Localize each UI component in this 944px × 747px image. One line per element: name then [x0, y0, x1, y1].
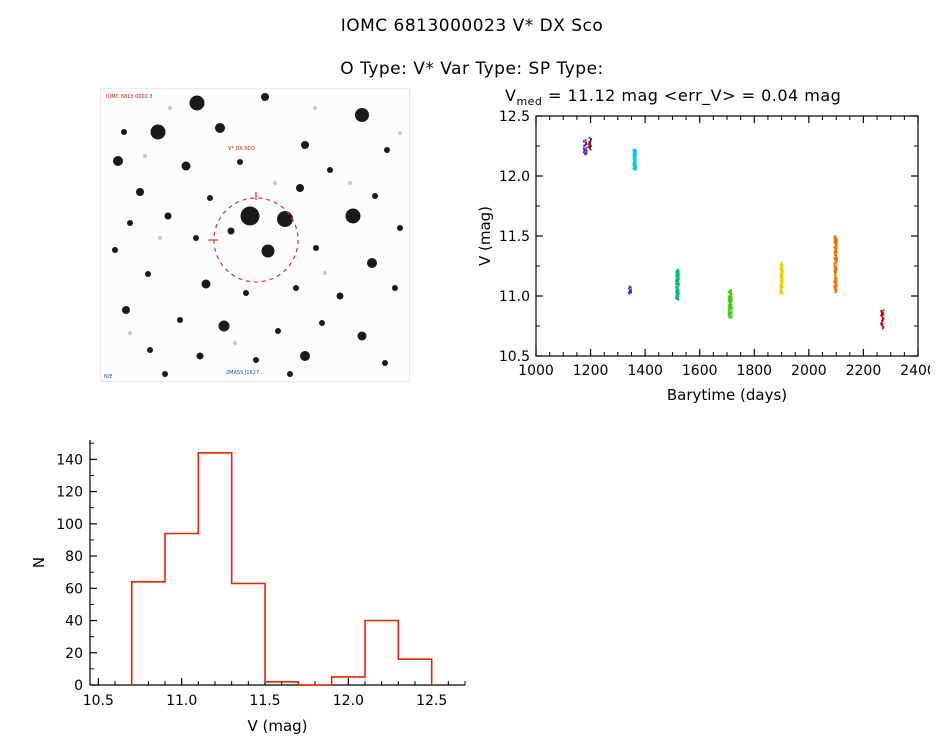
- hist-y-axis-label: N: [30, 557, 48, 568]
- finder-label-topleft: IOMC 6813 0002 3: [106, 94, 153, 100]
- lc-point-group: [627, 285, 633, 295]
- histogram-outline: [130, 452, 433, 686]
- finder-chart-image: IOMC 6813 0002 3 V* DX SCO N/E 2MASS J16…: [100, 88, 410, 382]
- lc-point-group: [582, 139, 588, 156]
- lc-point-group: [587, 136, 592, 151]
- hist-x-axis-label: V (mag): [247, 717, 307, 735]
- lc-x-axis-label: Barytime (days): [667, 386, 787, 404]
- lc-xtick: 1200: [573, 363, 609, 379]
- vmed-line: Vmed = 11.12 mag <err_V> = 0.04 mag: [505, 86, 944, 108]
- hist-ytick: 0: [74, 678, 83, 694]
- lc-ytick: 12.0: [499, 169, 530, 185]
- lc-point-group: [632, 148, 638, 171]
- hist-ytick: 140: [56, 452, 83, 468]
- light-curve-panel: 1000 1200 1400 1600 1800 2000 2200 2400 10.5 11.0…: [470, 100, 936, 410]
- lc-ytick: 12.5: [499, 109, 530, 125]
- histogram-svg: 10.5 11.0 11.5 12.0 12.5 0 20 40 60 80 100 120 140 V…: [30, 440, 466, 735]
- vmed-rest: = 11.12 mag <err_V> = 0.04 mag: [542, 86, 842, 105]
- faint-stars: [128, 106, 402, 345]
- lc-xtick: 1800: [736, 363, 772, 379]
- star-field: [112, 93, 403, 377]
- hist-ytick: 40: [65, 614, 83, 630]
- vmed-subscript: med: [516, 95, 543, 109]
- hist-xtick: 11.5: [249, 693, 280, 709]
- lc-point-group: [779, 261, 784, 295]
- hist-ytick: 100: [56, 517, 83, 533]
- lc-y-axis-label: V (mag): [476, 206, 494, 266]
- light-curve-svg: 1000 1200 1400 1600 1800 2000 2200 2400 10.5 11.0…: [476, 109, 936, 404]
- object-types-line: O Type: V* Var Type: SP Type:: [340, 59, 604, 79]
- finder-label-bottomcenter: 2MASS J1627...: [226, 370, 264, 376]
- vmed-prefix: V: [505, 86, 517, 105]
- lc-ytick: 11.0: [499, 289, 530, 305]
- lc-xtick: 2400: [900, 363, 930, 379]
- finder-label-star: V* DX SCO: [228, 146, 255, 152]
- lc-ytick: 11.5: [499, 229, 530, 245]
- lc-xtick: 2000: [791, 363, 827, 379]
- page-title: IOMC 6813000023 V* DX Sco: [340, 16, 604, 36]
- lc-xtick: 1400: [627, 363, 663, 379]
- lc-point-group: [727, 289, 733, 319]
- lc-ytick: 10.5: [499, 349, 530, 365]
- lc-xtick: 2200: [846, 363, 882, 379]
- lc-xtick: 1600: [682, 363, 718, 379]
- hist-xtick: 10.5: [83, 693, 114, 709]
- hist-xtick: 12.5: [416, 693, 447, 709]
- hist-ytick: 80: [65, 549, 83, 565]
- lc-point-group: [675, 268, 680, 301]
- finder-chart-panel: IOMC 6813 0002 3 V* DX SCO N/E 2MASS J16…: [100, 88, 410, 382]
- hist-xtick: 12.0: [333, 693, 364, 709]
- hist-ytick: 20: [65, 646, 83, 662]
- hist-xtick: 11.0: [166, 693, 197, 709]
- lc-point-group: [833, 235, 838, 294]
- hist-ytick: 120: [56, 485, 83, 501]
- lc-point-group: [880, 309, 885, 330]
- finder-label-bottomleft: N/E: [104, 374, 113, 380]
- histogram-panel: 10.5 11.0 11.5 12.0 12.5 0 20 40 60 80 100 120 140 V…: [10, 420, 480, 740]
- lc-xtick: 1000: [518, 363, 554, 379]
- hist-ytick: 60: [65, 581, 83, 597]
